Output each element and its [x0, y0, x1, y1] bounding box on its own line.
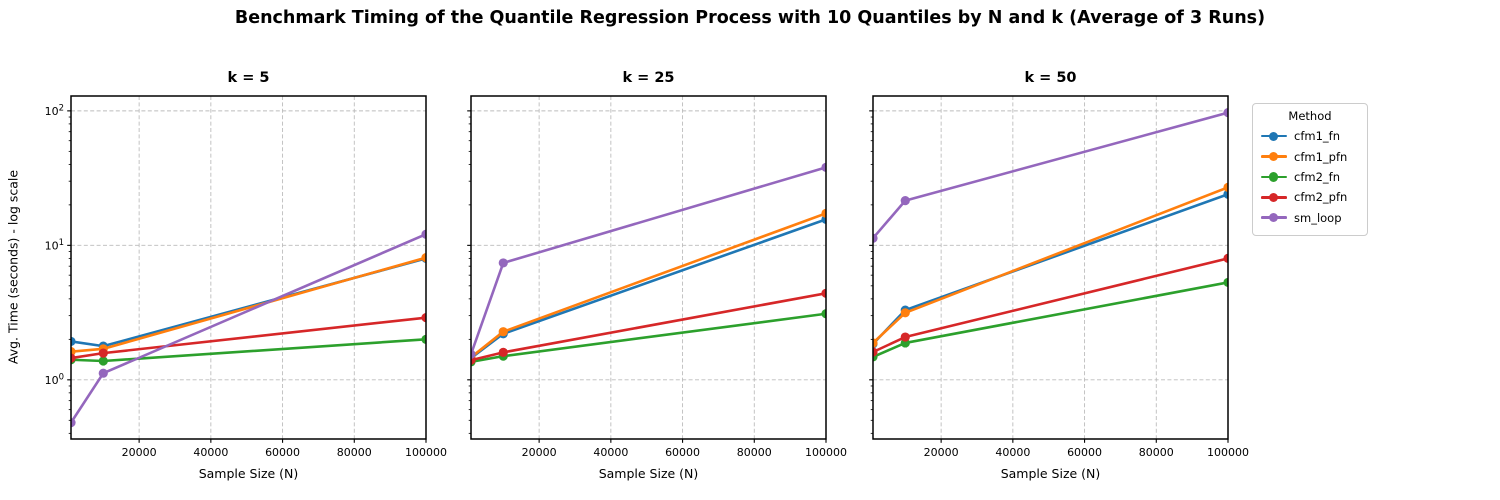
series-line-sm_loop [71, 232, 426, 424]
legend-label: sm_loop [1294, 210, 1342, 225]
x-tick-label: 40000 [593, 446, 628, 459]
subplot-title-k5: k = 5 [227, 70, 270, 86]
series-point-cfm2_pfn [71, 353, 76, 363]
series-point-sm_loop [873, 233, 878, 243]
series-point-sm_loop [471, 349, 476, 359]
series-point-cfm1_pfn [873, 338, 878, 348]
series-line-cfm1_pfn [471, 212, 826, 359]
series-point-sm_loop [1223, 108, 1228, 118]
subplot-2: 20000 40000 60000 80000 100000 [467, 95, 847, 459]
series-line-sm_loop [873, 111, 1228, 240]
line-marker-icon [1261, 191, 1287, 203]
legend: Method cfm1_fn cfm1_pfn cfm2_fn cfm2_pfn… [1252, 103, 1368, 236]
series-point-sm_loop [821, 162, 826, 172]
series-point-cfm2_fn [421, 334, 426, 344]
y-tick-label: 101 [45, 238, 64, 253]
x-tick-label: 100000 [405, 446, 447, 459]
series-point-cfm1_pfn [900, 308, 910, 318]
axes-frame [872, 95, 1229, 440]
legend-label: cfm2_pfn [1294, 190, 1348, 205]
series-point-cfm2_pfn [421, 313, 426, 323]
x-tick-label: 80000 [737, 446, 772, 459]
x-tick-label: 100000 [1207, 446, 1249, 459]
x-tick-label: 20000 [522, 446, 557, 459]
x-axis-label-2: Sample Size (N) [598, 466, 699, 481]
series-point-sm_loop [421, 229, 426, 239]
subplot-3: 20000 40000 60000 80000 100000 [869, 95, 1249, 459]
legend-entry-cfm2_fn: cfm2_fn [1261, 167, 1359, 187]
x-tick-label: 60000 [265, 446, 300, 459]
series-line-cfm2_fn [471, 312, 826, 364]
series-point-cfm1_pfn [498, 327, 508, 337]
subplot-title-k25: k = 25 [622, 70, 675, 86]
series-point-cfm2_pfn [498, 347, 508, 357]
x-tick-label: 100000 [805, 446, 847, 459]
figure-title: Benchmark Timing of the Quantile Regress… [234, 8, 1266, 28]
series-point-cfm2_fn [821, 309, 826, 319]
series-point-sm_loop [900, 196, 910, 206]
subplot-1: 20000 40000 60000 80000 100000 100 101 102 [45, 95, 447, 459]
x-tick-label: 40000 [995, 446, 1030, 459]
series-line-cfm1_pfn [873, 186, 1228, 345]
axes-frame [70, 95, 427, 440]
line-marker-icon [1261, 171, 1287, 183]
series-point-cfm2_pfn [821, 288, 826, 298]
series-point-cfm2_pfn [98, 348, 108, 358]
line-marker-icon [1261, 151, 1287, 163]
legend-title: Method [1288, 109, 1332, 123]
x-axis-label-1: Sample Size (N) [198, 466, 299, 481]
series-line-cfm2_fn [873, 281, 1228, 359]
x-tick-label: 80000 [1139, 446, 1174, 459]
x-tick-label: 60000 [665, 446, 700, 459]
x-tick-label: 40000 [193, 446, 228, 459]
legend-entry-cfm1_pfn: cfm1_pfn [1261, 146, 1359, 166]
series-point-cfm2_fn [1223, 277, 1228, 288]
series-point-sm_loop [98, 368, 108, 378]
y-tick-label: 102 [45, 103, 64, 118]
y-tick-label: 100 [45, 372, 64, 387]
axes-frame [470, 95, 827, 440]
x-axis-label-3: Sample Size (N) [1000, 466, 1101, 481]
legend-entry-cfm2_pfn: cfm2_pfn [1261, 187, 1359, 207]
line-marker-icon [1261, 130, 1287, 142]
series-point-cfm1_pfn [1223, 182, 1228, 192]
legend-label: cfm1_pfn [1294, 149, 1348, 164]
line-marker-icon [1261, 212, 1287, 224]
series-point-cfm1_fn [1223, 189, 1228, 199]
x-tick-label: 60000 [1067, 446, 1102, 459]
y-axis-label: Avg. Time (seconds) - log scale [5, 169, 21, 365]
legend-label: cfm1_fn [1294, 129, 1340, 144]
series-point-cfm1_pfn [421, 253, 426, 263]
series-point-cfm1_pfn [821, 208, 826, 218]
series-point-cfm2_fn [98, 356, 108, 366]
series-point-sm_loop [71, 418, 76, 428]
series-point-cfm2_pfn [873, 347, 878, 357]
legend-label: cfm2_fn [1294, 169, 1340, 184]
subplot-title-k50: k = 50 [1024, 70, 1077, 86]
legend-entry-cfm1_fn: cfm1_fn [1261, 126, 1359, 146]
series-point-sm_loop [498, 258, 508, 268]
series-point-cfm2_pfn [900, 332, 910, 342]
series-line-cfm1_fn [873, 192, 1228, 346]
x-tick-label: 20000 [924, 446, 959, 459]
x-tick-label: 20000 [122, 446, 157, 459]
series-point-cfm1_fn [71, 336, 76, 347]
series-point-cfm2_pfn [1223, 253, 1228, 263]
legend-entry-sm_loop: sm_loop [1261, 208, 1359, 228]
x-tick-label: 80000 [337, 446, 372, 459]
